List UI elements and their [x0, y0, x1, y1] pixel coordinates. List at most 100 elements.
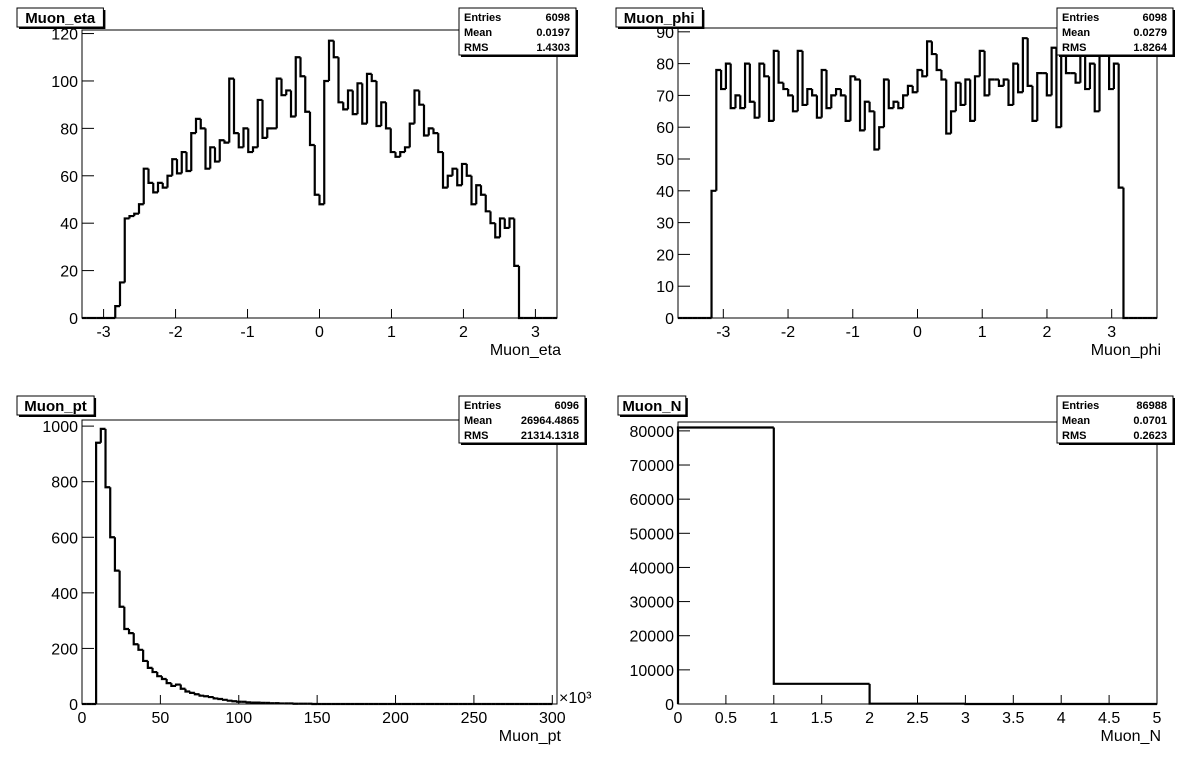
stats-value: 0.0279	[1133, 27, 1167, 39]
histogram-bin	[384, 102, 391, 130]
histogram-bin	[226, 699, 233, 702]
histogram-bin	[844, 95, 851, 122]
histogram-bin	[156, 672, 162, 678]
x-tick-label: 300	[539, 710, 566, 727]
stats-value: 0.0701	[1133, 415, 1167, 427]
y-tick-label: 30000	[630, 595, 675, 612]
histogram-bin	[1112, 62, 1119, 90]
histogram-bin	[925, 40, 932, 77]
histogram-bin	[332, 40, 339, 59]
histogram-bin	[418, 90, 424, 106]
y-tick-label: 10	[656, 279, 674, 296]
histogram-bin	[935, 54, 942, 72]
histogram-bin	[127, 628, 134, 635]
histogram-bin	[734, 94, 741, 109]
histogram-bin	[887, 79, 894, 110]
stats-label: RMS	[464, 430, 488, 442]
y-tick-label: 40	[656, 184, 674, 201]
histogram-bin	[1036, 72, 1043, 121]
histogram-bin	[494, 223, 500, 239]
histogram-bin	[815, 95, 822, 119]
histogram-bin	[830, 94, 837, 109]
stats-value: 0.0197	[536, 27, 570, 39]
x-tick-label: 0	[913, 324, 922, 341]
histogram-bin	[796, 49, 803, 112]
y-tick-label: 30	[656, 216, 674, 233]
histogram-bin	[237, 133, 244, 149]
histogram-bin	[165, 678, 172, 685]
histogram-bin	[839, 89, 846, 97]
histogram-bin	[299, 57, 306, 78]
title: Muon_N	[622, 398, 681, 415]
stats-label: RMS	[1062, 42, 1086, 54]
y-tick-label: 40000	[630, 560, 675, 577]
histogram-bin	[304, 76, 310, 113]
histogram-bin	[251, 146, 258, 153]
histogram-bin	[978, 49, 985, 77]
histogram-bin	[327, 39, 334, 81]
stats-label: Entries	[1062, 12, 1099, 24]
histogram-bin	[142, 167, 149, 205]
stats-label: Entries	[464, 400, 501, 412]
x-axis-label: Muon_pt	[499, 728, 562, 745]
histogram-bin	[1122, 187, 1129, 320]
histogram-bin	[997, 79, 1004, 87]
histogram-bin	[256, 98, 263, 148]
histogram-bin	[147, 168, 154, 184]
histogram-bin	[451, 167, 458, 176]
histogram-bin	[983, 50, 990, 97]
histogram-bin	[422, 104, 429, 137]
title-box	[617, 395, 687, 416]
histogram-bin	[118, 281, 125, 307]
histogram-bin	[323, 79, 329, 205]
y-tick-label: 0	[69, 311, 78, 328]
histogram-bin	[484, 194, 491, 213]
histogram-bin	[370, 73, 377, 83]
histogram-bin	[503, 218, 510, 230]
histogram-bin	[801, 50, 808, 107]
histogram-bin	[242, 127, 249, 148]
histogram-bin	[190, 132, 196, 172]
x-tick-label: -3	[96, 324, 110, 341]
histogram-bin	[174, 683, 181, 686]
histogram-bin	[365, 72, 372, 124]
stats-value: 21314.1318	[521, 430, 579, 442]
y-tick-label: 20	[656, 247, 674, 264]
y-tick-label: 80	[656, 57, 674, 74]
histogram-bin	[441, 152, 448, 189]
stats-label: Mean	[1062, 415, 1090, 427]
histogram-bin	[479, 185, 486, 196]
x-multiplier: ×10³	[559, 690, 592, 707]
histogram-bin	[715, 68, 722, 191]
y-tick-label: 70000	[630, 458, 675, 475]
histogram-bin	[142, 649, 148, 663]
stats-value: 26964.4865	[521, 415, 579, 427]
histogram-bin	[949, 110, 956, 134]
x-tick-label: -2	[781, 324, 795, 341]
histogram-bin	[408, 122, 415, 148]
histogram-bin	[194, 117, 201, 134]
histogram-bin	[403, 146, 410, 153]
y-tick-label: 40	[60, 216, 78, 233]
x-axis-label: Muon_phi	[1091, 342, 1161, 359]
x-tick-label: 2.5	[906, 710, 928, 727]
title: Muon_eta	[25, 10, 96, 27]
y-tick-label: 100	[51, 74, 78, 91]
title: Muon_phi	[624, 10, 695, 27]
histogram-bin	[916, 68, 923, 93]
x-tick-label: 1	[978, 324, 987, 341]
histogram-bin	[1074, 73, 1081, 84]
histogram-bin	[777, 50, 784, 84]
x-tick-label: 250	[461, 710, 488, 727]
histogram-bin	[772, 49, 779, 121]
histogram-bin	[513, 218, 519, 267]
histogram-bin	[1007, 79, 1014, 107]
histogram-bin	[902, 94, 908, 109]
histogram-bin	[787, 89, 793, 97]
histogram-bin	[753, 101, 760, 119]
y-tick-label: 60000	[630, 492, 675, 509]
histogram-bin	[207, 695, 214, 699]
histogram-bin	[720, 69, 726, 91]
y-tick-label: 90	[656, 25, 674, 42]
histogram-bin	[133, 212, 139, 217]
